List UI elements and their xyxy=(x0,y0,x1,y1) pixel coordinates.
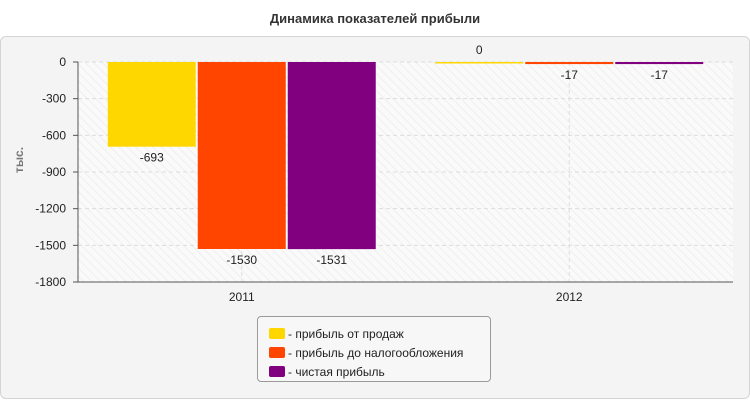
y-tick-label: 0 xyxy=(59,55,66,69)
legend-label: прибыль от продаж xyxy=(295,326,404,341)
y-tick-label: -300 xyxy=(42,92,66,106)
legend-swatch xyxy=(269,328,285,339)
legend-item: - чистая прибыль xyxy=(269,362,490,381)
legend-item: - прибыль от продаж xyxy=(269,324,490,343)
data-label: -1530 xyxy=(226,253,257,267)
y-tick-label: -600 xyxy=(42,128,66,142)
data-label: -1531 xyxy=(316,253,347,267)
bar xyxy=(435,62,524,64)
x-tick-label: 2012 xyxy=(556,290,583,304)
legend-swatch xyxy=(269,366,285,377)
y-tick-label: -1200 xyxy=(35,202,66,216)
legend-swatch xyxy=(269,347,285,358)
y-tick-label: -1800 xyxy=(35,275,66,289)
y-tick-label: -1500 xyxy=(35,238,66,252)
legend-label: прибыль до налогообложения xyxy=(295,345,464,360)
data-label: 0 xyxy=(476,43,483,57)
y-tick-label: -900 xyxy=(42,165,66,179)
chart-panel: 0 -300 -600 -900 -1200 -1500 -1800 -693 0 -1530 -1… xyxy=(0,36,750,399)
bar xyxy=(615,62,704,65)
bar xyxy=(197,62,286,249)
legend-prefix: - xyxy=(288,345,296,360)
data-label: -17 xyxy=(651,68,669,82)
legend: - прибыль от продаж - прибыль до налогоо… xyxy=(257,316,491,382)
legend-prefix: - xyxy=(288,364,296,379)
data-label: -17 xyxy=(561,68,579,82)
legend-prefix: - xyxy=(288,326,296,341)
data-label: -693 xyxy=(140,151,164,165)
legend-label: чистая прибыль xyxy=(295,364,385,379)
chart-title: Динамика показателей прибыли xyxy=(269,11,481,26)
bar xyxy=(287,62,376,250)
chart-plot: 0 -300 -600 -900 -1200 -1500 -1800 -693 0 -1530 -1… xyxy=(12,43,733,304)
bar xyxy=(107,62,196,147)
legend-item: - прибыль до налогообложения xyxy=(269,343,490,362)
x-tick-label: 2011 xyxy=(229,290,255,304)
y-axis-title: тыс. xyxy=(12,147,26,173)
bar xyxy=(525,62,614,65)
